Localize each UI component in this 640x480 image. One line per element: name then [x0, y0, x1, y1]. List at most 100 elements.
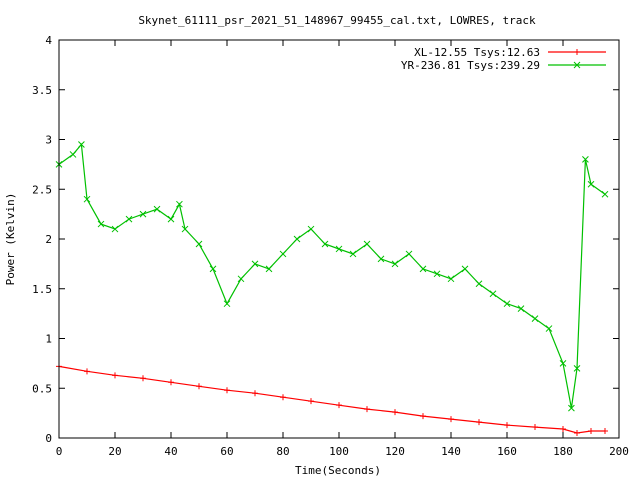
- x-tick-label: 80: [276, 445, 289, 458]
- y-tick-label: 0.5: [32, 382, 52, 395]
- data-point: [504, 422, 510, 429]
- data-point: [125, 215, 133, 223]
- data-point: [349, 250, 357, 258]
- data-point: [308, 398, 314, 405]
- data-point: [433, 270, 441, 278]
- y-tick-label: 1: [45, 333, 52, 346]
- data-point: [293, 235, 301, 243]
- data-point: [531, 315, 539, 322]
- data-point: [574, 430, 580, 437]
- x-tick-label: 20: [108, 445, 121, 458]
- data-point: [153, 205, 161, 213]
- data-point: [489, 290, 497, 298]
- data-point: [588, 428, 594, 435]
- data-point: [307, 225, 315, 233]
- data-point: [84, 368, 90, 375]
- data-point: [181, 225, 189, 233]
- data-point: [447, 275, 455, 283]
- data-point: [601, 190, 609, 198]
- data-point: [209, 265, 217, 273]
- series-yr: [55, 141, 609, 412]
- data-point: [336, 402, 342, 409]
- data-point: [223, 300, 231, 308]
- y-tick-label: 0: [45, 432, 52, 445]
- chart-title: Skynet_61111_psr_2021_51_148967_99455_ca…: [138, 14, 536, 27]
- y-axis-label: Power (Kelvin): [4, 193, 17, 286]
- data-point: [167, 215, 175, 223]
- data-point: [265, 265, 273, 273]
- x-axis: 0 20 40 60 80 100 120 140 160 180 200: [56, 40, 629, 458]
- data-point: [252, 390, 258, 397]
- legend-label: XL-12.55 Tsys:12.63: [414, 46, 540, 59]
- data-point: [448, 416, 454, 423]
- y-tick-label: 3.5: [32, 84, 52, 97]
- series-line: [58, 365, 605, 434]
- data-point: [279, 250, 287, 258]
- x-tick-label: 120: [385, 445, 405, 458]
- data-point: [568, 404, 575, 412]
- data-point: [195, 240, 203, 248]
- legend-marker: [573, 61, 581, 69]
- data-point: [517, 305, 525, 313]
- x-tick-label: 60: [220, 445, 233, 458]
- data-point: [176, 200, 183, 208]
- data-point: [237, 275, 245, 283]
- x-tick-label: 160: [497, 445, 517, 458]
- data-point: [83, 195, 91, 203]
- y-tick-label: 2: [45, 233, 52, 246]
- data-point: [503, 300, 511, 308]
- data-point: [139, 210, 147, 218]
- y-tick-label: 1.5: [32, 283, 52, 296]
- data-point: [280, 394, 286, 401]
- y-tick-label: 4: [45, 34, 52, 47]
- y-tick-label: 2.5: [32, 183, 52, 196]
- legend-label: YR-236.81 Tsys:239.29: [401, 59, 540, 72]
- data-point: [69, 151, 77, 158]
- data-point: [573, 364, 581, 372]
- data-point: [364, 406, 370, 413]
- data-point: [321, 240, 329, 248]
- legend-marker: [574, 49, 580, 55]
- data-point: [419, 265, 427, 273]
- data-point: [363, 240, 371, 248]
- data-point: [587, 180, 595, 188]
- x-tick-label: 0: [56, 445, 63, 458]
- data-point: [532, 424, 538, 431]
- series-xl: [56, 363, 608, 437]
- data-point: [559, 360, 567, 367]
- x-tick-label: 180: [553, 445, 573, 458]
- data-point: [392, 409, 398, 416]
- series-line: [58, 143, 606, 409]
- plot-lines: [55, 141, 609, 437]
- data-point: [377, 255, 385, 263]
- data-point: [111, 225, 119, 233]
- data-point: [602, 428, 608, 435]
- data-point: [405, 250, 413, 258]
- data-point: [475, 280, 483, 288]
- data-point: [582, 156, 589, 163]
- data-point: [476, 419, 482, 426]
- x-tick-label: 140: [441, 445, 461, 458]
- x-tick-label: 200: [609, 445, 629, 458]
- data-point: [560, 426, 566, 433]
- data-point: [112, 372, 118, 379]
- data-point: [196, 383, 202, 390]
- y-tick-label: 3: [45, 134, 52, 147]
- data-point: [78, 141, 85, 148]
- data-point: [251, 260, 259, 268]
- x-tick-label: 40: [164, 445, 177, 458]
- x-tick-label: 100: [329, 445, 349, 458]
- data-point: [140, 375, 146, 382]
- data-point: [461, 265, 469, 273]
- data-point: [224, 387, 230, 394]
- y-axis: 0 0.5 1 1.5 2 2.5 3 3.5 4: [32, 34, 619, 445]
- data-point: [391, 260, 399, 268]
- data-point: [335, 245, 343, 253]
- data-point: [420, 413, 426, 420]
- data-point: [545, 325, 553, 332]
- data-point: [168, 379, 174, 386]
- data-point: [97, 220, 105, 228]
- x-axis-label: Time(Seconds): [295, 464, 381, 477]
